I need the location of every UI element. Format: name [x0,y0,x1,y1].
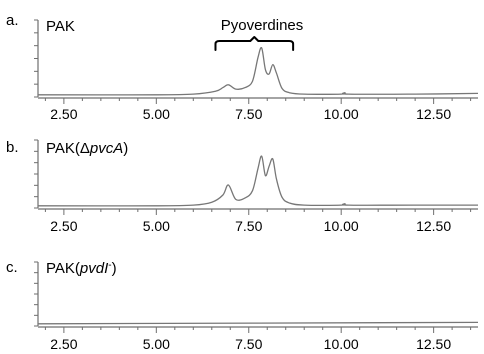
pyoverdines-brace [214,36,295,51]
x-tick-label: 7.50 [235,106,262,122]
panel-title-b: PAK(ΔpvcA) [46,140,128,157]
panel-letter-c: c. [6,259,18,276]
panel-c: c. PAK(pvdI-) 2.50 5.00 7.50 10.00 12.50 [6,259,479,352]
x-tick-label: 2.50 [50,106,77,122]
x-tick-label: 5.00 [143,336,170,352]
panel-title-c: PAK(pvdI-) [46,260,117,278]
panel-b: b. PAK(ΔpvcA) 2.50 5.00 7.50 10.00 12.50 [6,139,478,234]
panel-letter-b: b. [6,139,19,156]
chromatogram-trace [37,46,479,96]
x-tick-label: 7.50 [235,218,262,234]
panel-title-a: PAK [46,18,75,35]
panel-letter-a: a. [6,12,19,29]
pyoverdines-label: Pyoverdines [221,17,304,34]
panel-a: a. PAK Pyoverdines 2.50 5.00 7.50 10.00 12.5… [6,12,479,122]
x-tick-label: 12.50 [416,218,451,234]
x-tick-label: 2.50 [50,336,77,352]
chromatogram-trace [37,321,479,325]
x-tick-label: 7.50 [235,336,262,352]
x-tick-label: 12.50 [416,336,451,352]
x-tick-label: 10.00 [324,218,359,234]
x-tick-label: 12.50 [416,106,451,122]
x-tick-label: 5.00 [143,218,170,234]
x-tick-label: 2.50 [50,218,77,234]
x-tick-label: 10.00 [324,336,359,352]
x-tick-label: 5.00 [143,106,170,122]
chromatogram-trace [37,155,478,207]
x-tick-label: 10.00 [324,106,359,122]
